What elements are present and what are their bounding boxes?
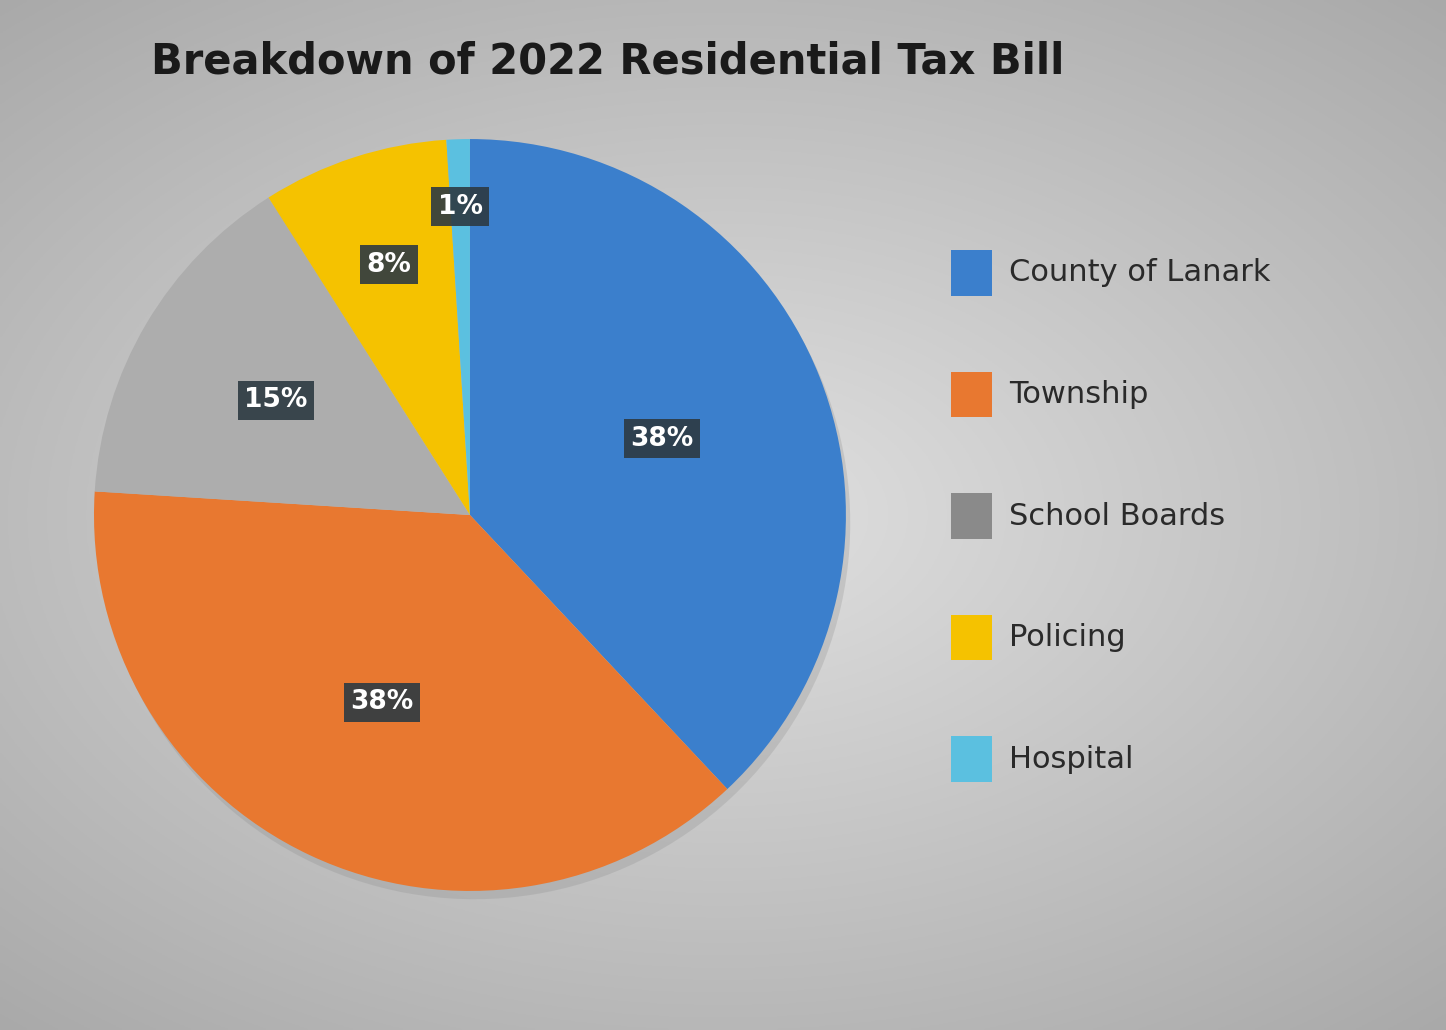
Wedge shape — [98, 500, 732, 899]
Text: 1%: 1% — [438, 194, 483, 219]
Wedge shape — [447, 139, 470, 515]
Text: Township: Township — [1009, 380, 1148, 409]
Wedge shape — [470, 139, 846, 789]
Text: County of Lanark: County of Lanark — [1009, 259, 1271, 287]
Wedge shape — [474, 147, 850, 797]
Text: 38%: 38% — [350, 689, 414, 715]
Wedge shape — [94, 491, 727, 891]
Text: 8%: 8% — [366, 251, 411, 278]
Wedge shape — [269, 140, 470, 515]
Text: School Boards: School Boards — [1009, 502, 1225, 530]
Text: 15%: 15% — [244, 387, 308, 413]
Wedge shape — [100, 206, 474, 523]
Text: Policing: Policing — [1009, 623, 1126, 652]
Wedge shape — [451, 147, 474, 523]
Text: 38%: 38% — [630, 425, 694, 452]
Text: Breakdown of 2022 Residential Tax Bill: Breakdown of 2022 Residential Tax Bill — [150, 41, 1064, 82]
Text: Hospital: Hospital — [1009, 745, 1134, 774]
Wedge shape — [95, 198, 470, 515]
Wedge shape — [273, 148, 474, 523]
